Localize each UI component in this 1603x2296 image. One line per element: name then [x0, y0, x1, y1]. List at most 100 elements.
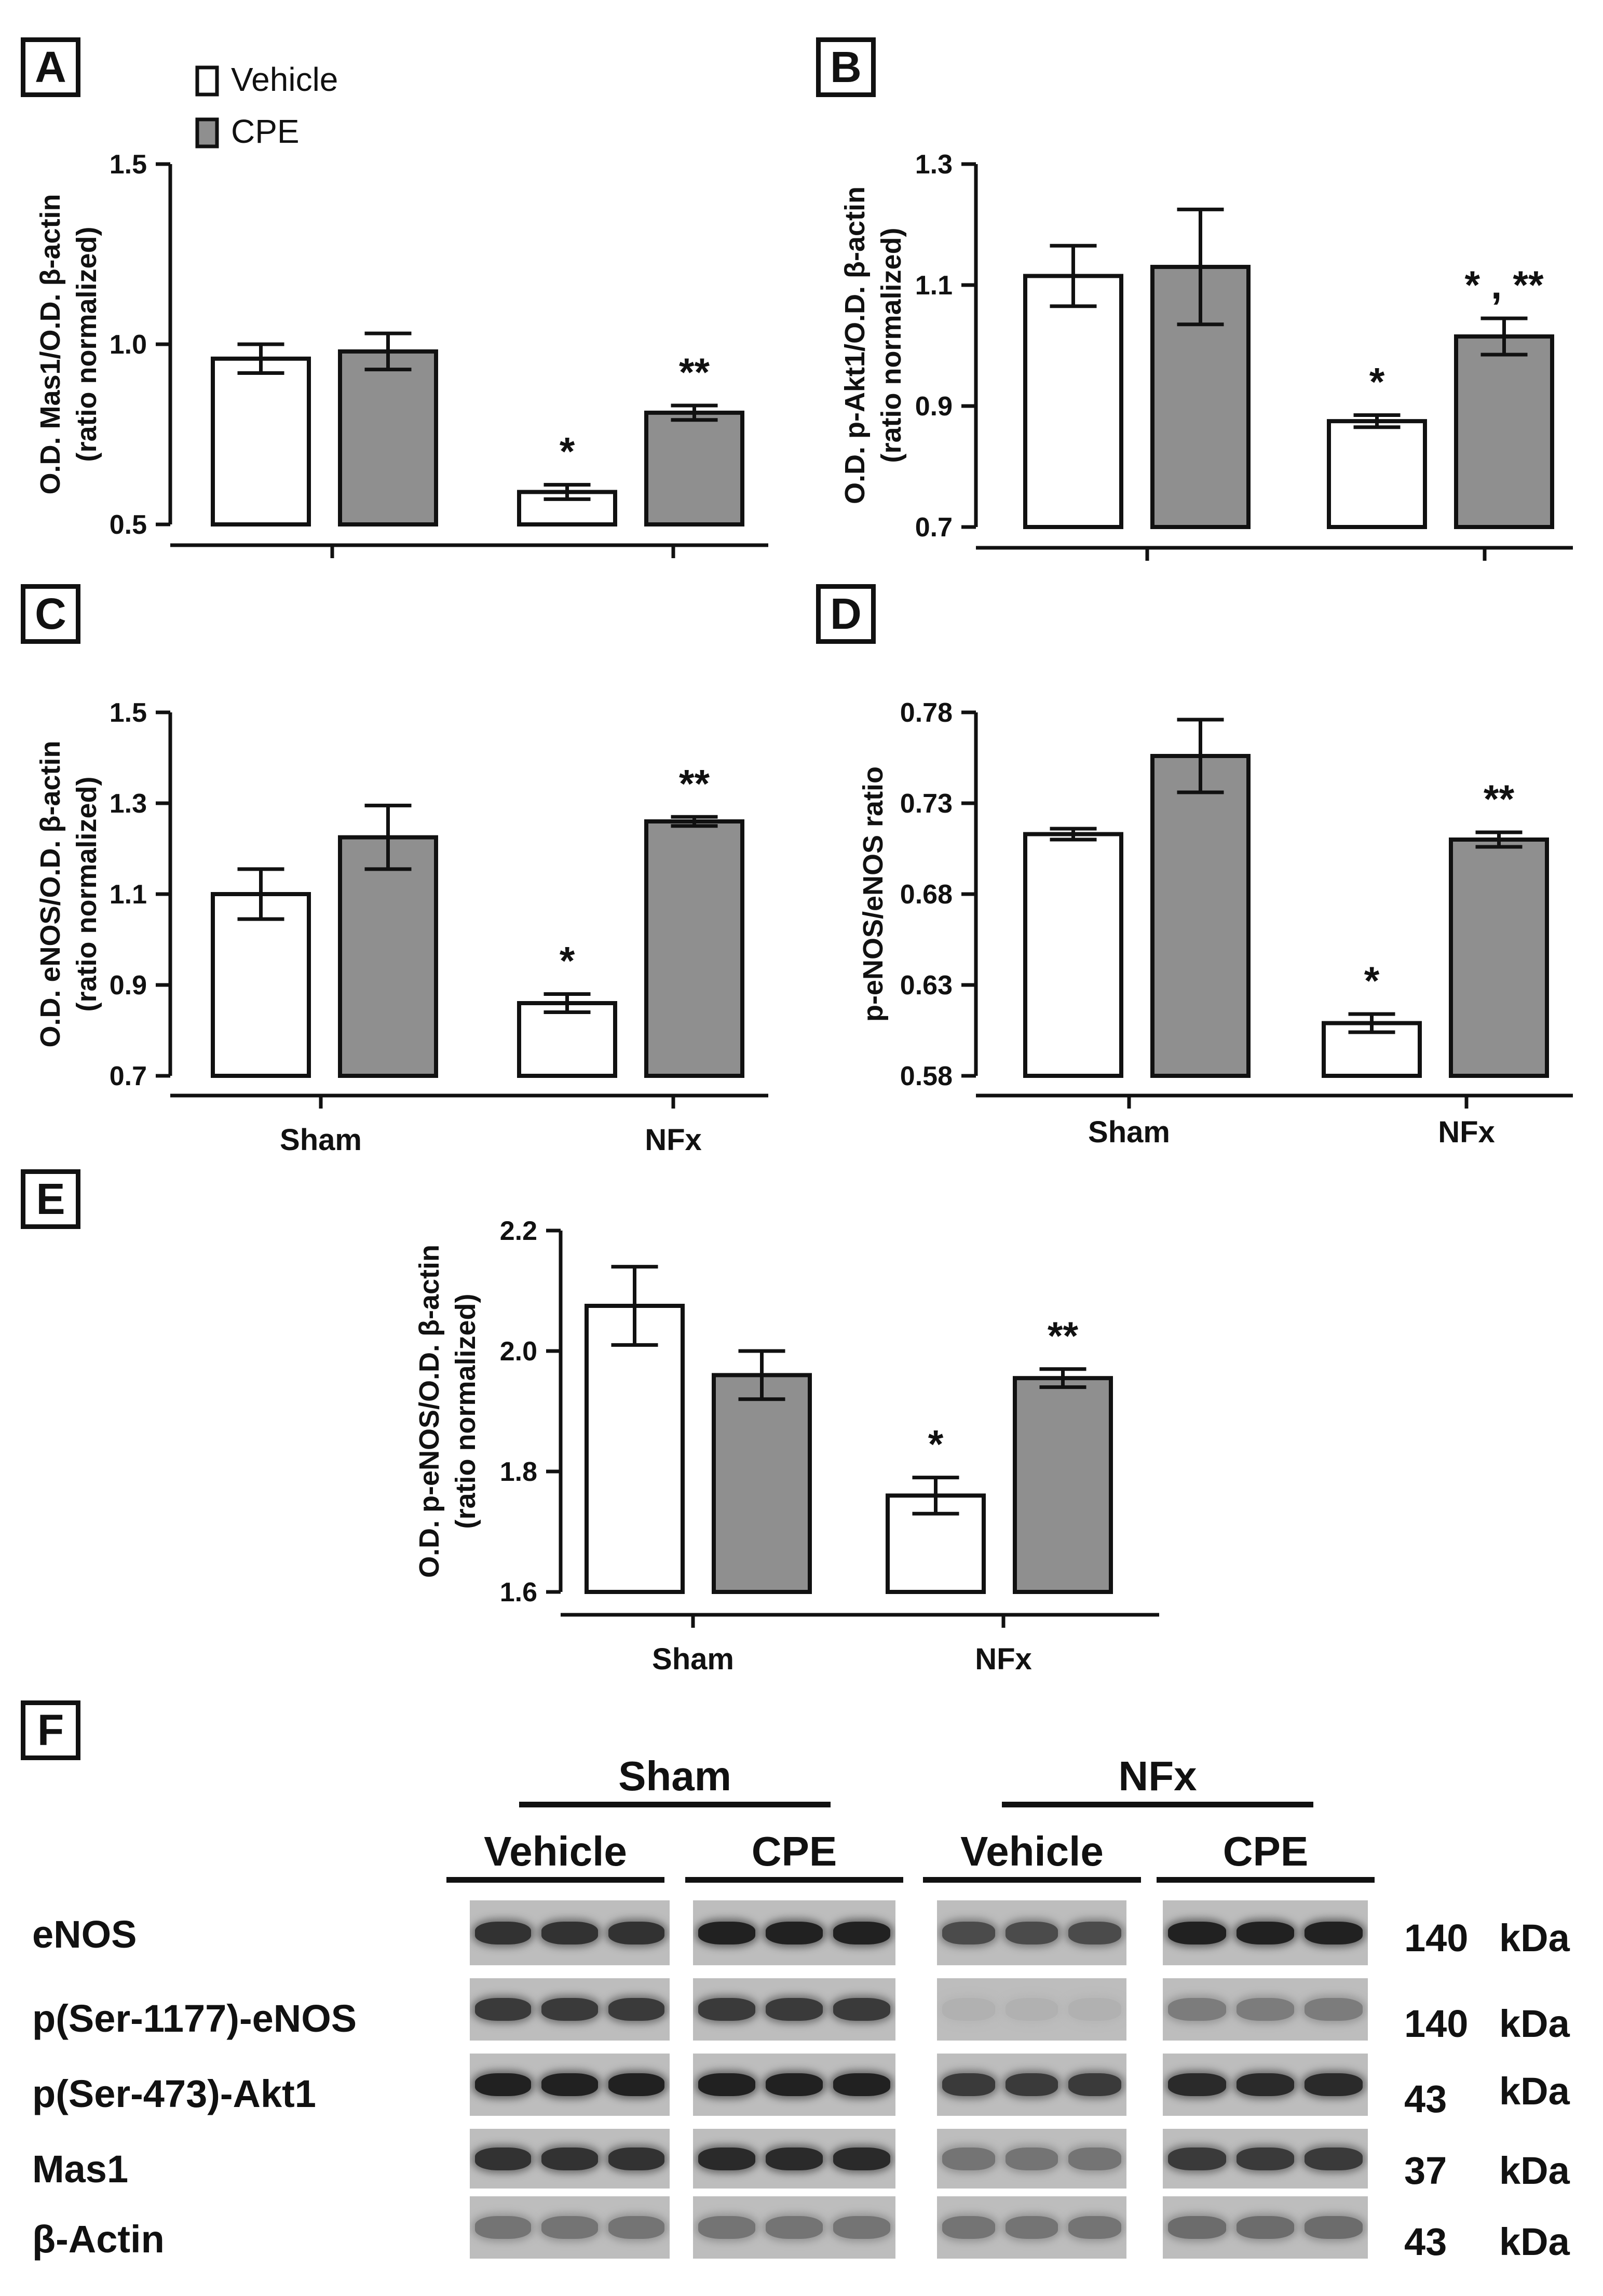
blot-subgroup-line-1 [446, 1877, 664, 1883]
blot-band [541, 1921, 598, 1944]
kda-unit-mas1: kDa [1499, 2149, 1570, 2192]
bar-charts: 0.51.01.5O.D. Mas1/O.D. β-actin (ratio no… [35, 61, 1573, 1676]
blot-lane-box [937, 1978, 1126, 2041]
blot-band [1168, 1921, 1226, 1944]
chart-1-significance-label: * , ** [1464, 263, 1543, 307]
blot-band [766, 2147, 823, 2170]
panel-letter-a: A [21, 37, 80, 97]
chart-2-bar-cpe-sham [338, 835, 438, 1078]
blot-lane-box [470, 2196, 670, 2259]
blot-band [541, 2073, 598, 2096]
blot-band [1168, 2073, 1226, 2096]
legend-label-cpe: CPE [231, 113, 300, 150]
blot-band [608, 2147, 664, 2170]
chart-4-significance-label: ** [1048, 1314, 1079, 1358]
blot-subgroup-nfx-vehicle: Vehicle [960, 1828, 1104, 1874]
chart-3-bar-vehicle-sham [1023, 832, 1123, 1078]
blot-band [475, 2216, 532, 2239]
blot-row-label-beta-actin: β-Actin [32, 2218, 165, 2261]
kda-value-mas1: 37 [1404, 2149, 1447, 2192]
blot-band [1005, 2216, 1058, 2239]
blot-subgroup-sham-vehicle: Vehicle [484, 1828, 627, 1874]
blot-lane-box [1163, 1978, 1368, 2041]
chart-3-y-tick-label: 0.63 [900, 970, 953, 1001]
kda-value-p-akt1: 43 [1404, 2077, 1447, 2121]
chart-3-y-tick-label: 0.78 [900, 698, 953, 728]
blot-band [942, 2147, 995, 2170]
blot-lane-box [937, 2196, 1126, 2259]
chart-3-y-tick-label: 0.68 [900, 880, 953, 910]
blot-group-sham-line [519, 1802, 831, 1807]
panel-letter-f: F [21, 1700, 80, 1760]
blot-band [1236, 1921, 1295, 1944]
chart-1-y-tick-label: 0.9 [915, 391, 953, 422]
blot-row-label-mas1: Mas1 [32, 2148, 129, 2191]
blot-band [833, 1998, 890, 2021]
blot-lane-box [1163, 2054, 1368, 2116]
chart-4-bar-cpe-sham [712, 1373, 812, 1594]
blot-band [608, 1921, 664, 1944]
blot-band [1168, 2216, 1226, 2239]
chart-0-y-tick-label: 1.5 [110, 150, 147, 180]
blot-band [608, 1998, 664, 2021]
chart-1-bar-vehicle-sham [1023, 274, 1123, 530]
kda-unit-beta-actin: kDa [1499, 2220, 1570, 2263]
panel-letter-d: D [816, 584, 876, 644]
blot-band [1305, 2073, 1363, 2096]
blot-band [698, 1921, 755, 1944]
blot-band [942, 1921, 995, 1944]
chart-3-category-label: NFx [1438, 1115, 1495, 1149]
blot-lane-box [1163, 2129, 1368, 2189]
blot-band [833, 2073, 890, 2096]
kda-unit-p-enos: kDa [1499, 2002, 1570, 2045]
chart-1-significance-label: * [1369, 360, 1385, 404]
chart-1-y-tick-label: 1.3 [915, 150, 953, 180]
blot-band [942, 1998, 995, 2021]
blot-band [1005, 1998, 1058, 2021]
kda-unit-p-akt1: kDa [1499, 2070, 1570, 2113]
blot-group-nfx-line [1002, 1802, 1313, 1807]
blot-band [766, 1998, 823, 2021]
blot-lane-box [470, 2054, 670, 2116]
blot-band [1068, 2073, 1121, 2096]
chart-0-bar-cpe-sham [338, 349, 438, 526]
blot-band [766, 1921, 823, 1944]
blot-band [541, 2147, 598, 2170]
blot-band [698, 2073, 755, 2096]
panel-letter-c: C [21, 584, 80, 644]
chart-3-y-axis-label: p-eNOS/eNOS ratio [858, 766, 889, 1022]
panel-letter-e: E [21, 1169, 80, 1229]
chart-4-bar-cpe-nfx [1013, 1376, 1113, 1594]
chart-4-y-axis-label: O.D. p-eNOS/O.D. β-actin [414, 1245, 445, 1578]
blot-band [1005, 2073, 1058, 2096]
chart-0-y-axis-label: O.D. Mas1/O.D. β-actin [35, 194, 66, 494]
blot-row-label-p-akt1: p(Ser-473)-Akt1 [32, 2072, 316, 2115]
blot-band [766, 2073, 823, 2096]
chart-3-y-tick-label: 0.73 [900, 789, 953, 819]
chart-1-y-axis-label: O.D. p-Akt1/O.D. β-actin [839, 186, 871, 504]
chart-2-y-tick-label: 1.1 [110, 880, 147, 910]
blot-band [608, 2073, 664, 2096]
blot-band [942, 2073, 995, 2096]
chart-3-bar-cpe-nfx [1449, 838, 1549, 1078]
blot-group-sham: Sham [618, 1753, 731, 1799]
blot-lane-box [470, 1900, 670, 1965]
chart-3-category-label: Sham [1088, 1115, 1170, 1149]
chart-1-y-tick-label: 1.1 [915, 271, 953, 301]
chart-3-bar-cpe-sham [1150, 754, 1251, 1078]
blot-band [698, 2216, 755, 2239]
blot-lane-box [693, 2196, 895, 2259]
blot-lane-box [693, 2054, 895, 2116]
blot-band [833, 2147, 890, 2170]
panel-letter-b: B [816, 37, 876, 97]
blot-band [698, 1998, 755, 2021]
chart-2-significance-label: ** [679, 762, 710, 806]
legend-swatch-vehicle [195, 65, 219, 97]
chart-3-significance-label: * [1364, 959, 1380, 1003]
blot-lane-box [470, 1978, 670, 2041]
blot-band [1236, 1998, 1295, 2021]
chart-4-category-label: Sham [652, 1642, 734, 1676]
blot-lane-box [937, 2129, 1126, 2189]
chart-4-y-tick-label: 1.6 [500, 1577, 537, 1608]
